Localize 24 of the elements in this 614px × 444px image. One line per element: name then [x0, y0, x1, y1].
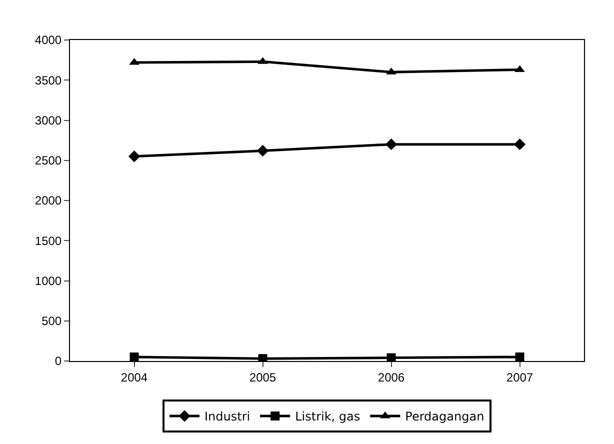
- x-tick-label: 2006: [378, 370, 405, 384]
- point: [515, 352, 524, 361]
- y-tick-label: 1500: [34, 234, 62, 248]
- y-tick-label: 2500: [34, 154, 62, 168]
- point: [128, 150, 140, 162]
- point: [385, 138, 398, 150]
- legend-label: Perdagangan: [405, 410, 484, 424]
- y-tick-label: 3000: [34, 113, 62, 128]
- point: [129, 58, 140, 65]
- legend-label: Industri: [204, 410, 250, 424]
- x-tick-label: 2007: [506, 370, 534, 384]
- y-tick-label: 3500: [34, 73, 62, 88]
- y-tick-label: 2000: [34, 194, 62, 208]
- legend-label: Listrik, gas: [295, 410, 360, 424]
- y-tick-label: 500: [42, 314, 62, 328]
- point: [256, 144, 269, 157]
- x-tick-label: 2004: [120, 370, 148, 384]
- x-tick-label: 2005: [249, 370, 276, 384]
- y-tick-label: 0: [54, 354, 62, 368]
- y-tick-label: 4000: [34, 33, 62, 48]
- point: [386, 353, 396, 361]
- point: [514, 138, 526, 150]
- point: [130, 352, 139, 361]
- y-tick-label: 1000: [34, 274, 62, 288]
